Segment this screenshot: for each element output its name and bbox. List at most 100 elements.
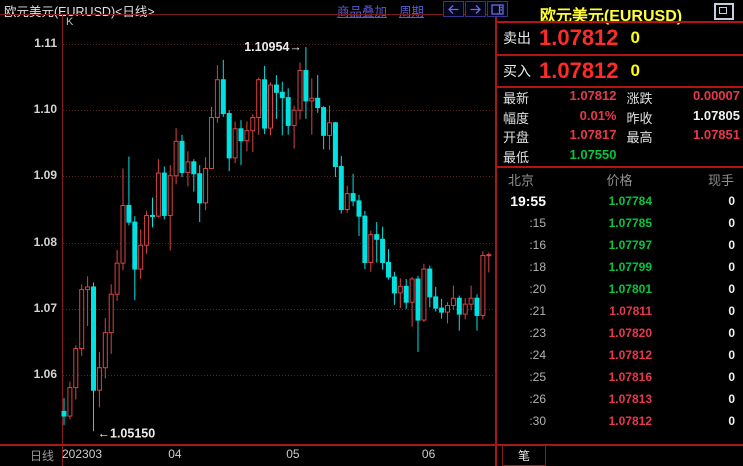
tick-row[interactable]: 19:55 1.07784 0 [496,190,743,212]
x-axis-label: 04 [168,447,182,461]
candle [386,261,391,278]
tick-time: 19:55 [510,193,546,209]
panel-divider [495,15,497,466]
tick-price: 1.07784 [608,194,652,208]
candle [73,348,79,389]
tick-row[interactable]: :15 1.07785 0 [496,212,743,234]
candle [356,200,362,217]
x-axis-label: 05 [286,447,300,461]
tick-row[interactable]: :21 1.07811 0 [496,300,743,322]
tick-table: 19:55 1.07784 0:15 1.07785 0:16 1.07797 0:18 1.… [496,190,743,432]
candle [268,84,273,129]
sell-label: 卖出 [503,30,531,46]
candle [250,116,256,132]
candle [108,293,114,334]
candle [126,205,132,223]
period-link[interactable]: 周期 [399,5,425,19]
tick-row[interactable]: :23 1.07820 0 [496,322,743,344]
y-axis-label: 1.11 [34,36,57,50]
restore-icon[interactable] [714,3,734,20]
stat-value: 1.07812 [569,88,617,104]
chart-title: 欧元美元(EURUSD)<日线> [4,5,155,19]
panel-separator [496,21,743,23]
candle [468,297,474,305]
candle [144,214,150,246]
candle [279,91,285,99]
candle [315,97,321,109]
tick-time: :25 [529,370,546,384]
tick-volume: 0 [728,260,735,274]
tick-row[interactable]: :30 1.07812 0 [496,410,743,432]
quote-panel: 欧元美元(EURUSD) 卖出 1.07812 0 买入 1.07812 0 最… [496,0,743,466]
tick-volume: 0 [728,238,735,252]
candle [155,172,161,217]
low-annotation: ←1.05150 [98,426,156,440]
layout-icon [491,3,504,15]
tick-volume: 0 [728,216,735,230]
stat-label: 昨收 [626,110,653,126]
panel-separator [496,86,743,88]
stat-value: 0.01% [579,107,617,123]
right-arrow-icon [470,4,481,14]
candle [439,307,445,313]
tab-transactions[interactable]: 笔 [502,446,546,466]
candle [197,173,203,204]
candle [309,97,315,102]
header-time: 北京 [508,172,535,188]
stat-row: 开盘 1.07817 最高 1.07851 [496,127,743,147]
tick-row[interactable]: :16 1.07797 0 [496,234,743,256]
candle [214,79,220,118]
candle [91,286,96,391]
y-axis-label: 1.06 [33,367,57,381]
tick-price: 1.07812 [608,414,652,428]
candle [132,221,138,270]
tick-time: :20 [529,282,546,296]
stat-label: 最低 [503,149,530,165]
candle [397,285,403,294]
overlay-link[interactable]: 商品叠加 [337,5,388,19]
tick-row[interactable]: :24 1.07812 0 [496,344,743,366]
tick-time: :18 [529,260,546,274]
x-axis-label: 06 [421,447,436,461]
candle [256,79,262,118]
restore-icon-outer [714,3,734,20]
tick-price: 1.07812 [608,348,652,362]
candle [285,97,291,126]
candle [344,193,350,210]
tick-table-header: 北京 价格 现手 [496,170,743,188]
y-axis-label: 1.09 [33,168,57,183]
sell-size: 0 [630,28,640,47]
layout-button[interactable] [487,1,508,17]
candlestick-chart[interactable]: 1.10954→ ←1.05150 [0,0,496,466]
stat-label: 最高 [626,130,653,146]
candle [138,244,144,270]
tick-volume: 0 [728,370,735,384]
tick-row[interactable]: :25 1.07816 0 [496,366,743,388]
tick-volume: 0 [728,326,735,340]
tick-price: 1.07816 [608,370,652,384]
y-axis-label: 1.07 [33,300,57,315]
tick-row[interactable]: :20 1.07801 0 [496,278,743,300]
candle [150,214,155,217]
prev-button[interactable] [443,1,464,17]
candle [167,175,173,216]
candle [232,128,238,159]
high-annotation: 1.10954→ [244,40,302,54]
stat-cell: 最高 1.07851 [620,127,743,146]
candle [203,167,209,204]
candle [403,285,409,303]
candle [332,122,338,167]
tick-volume: 0 [728,194,735,208]
tick-price: 1.07820 [608,326,652,340]
tick-price: 1.07801 [608,282,652,296]
candle [114,262,120,295]
candle [480,255,486,316]
next-button[interactable] [465,1,486,17]
tick-time: :21 [529,304,546,318]
tick-time: :26 [529,392,546,406]
tick-row[interactable]: :26 1.07813 0 [496,388,743,410]
tick-row[interactable]: :18 1.07799 0 [496,256,743,278]
stat-label: 最新 [503,91,530,107]
candle [67,387,73,417]
